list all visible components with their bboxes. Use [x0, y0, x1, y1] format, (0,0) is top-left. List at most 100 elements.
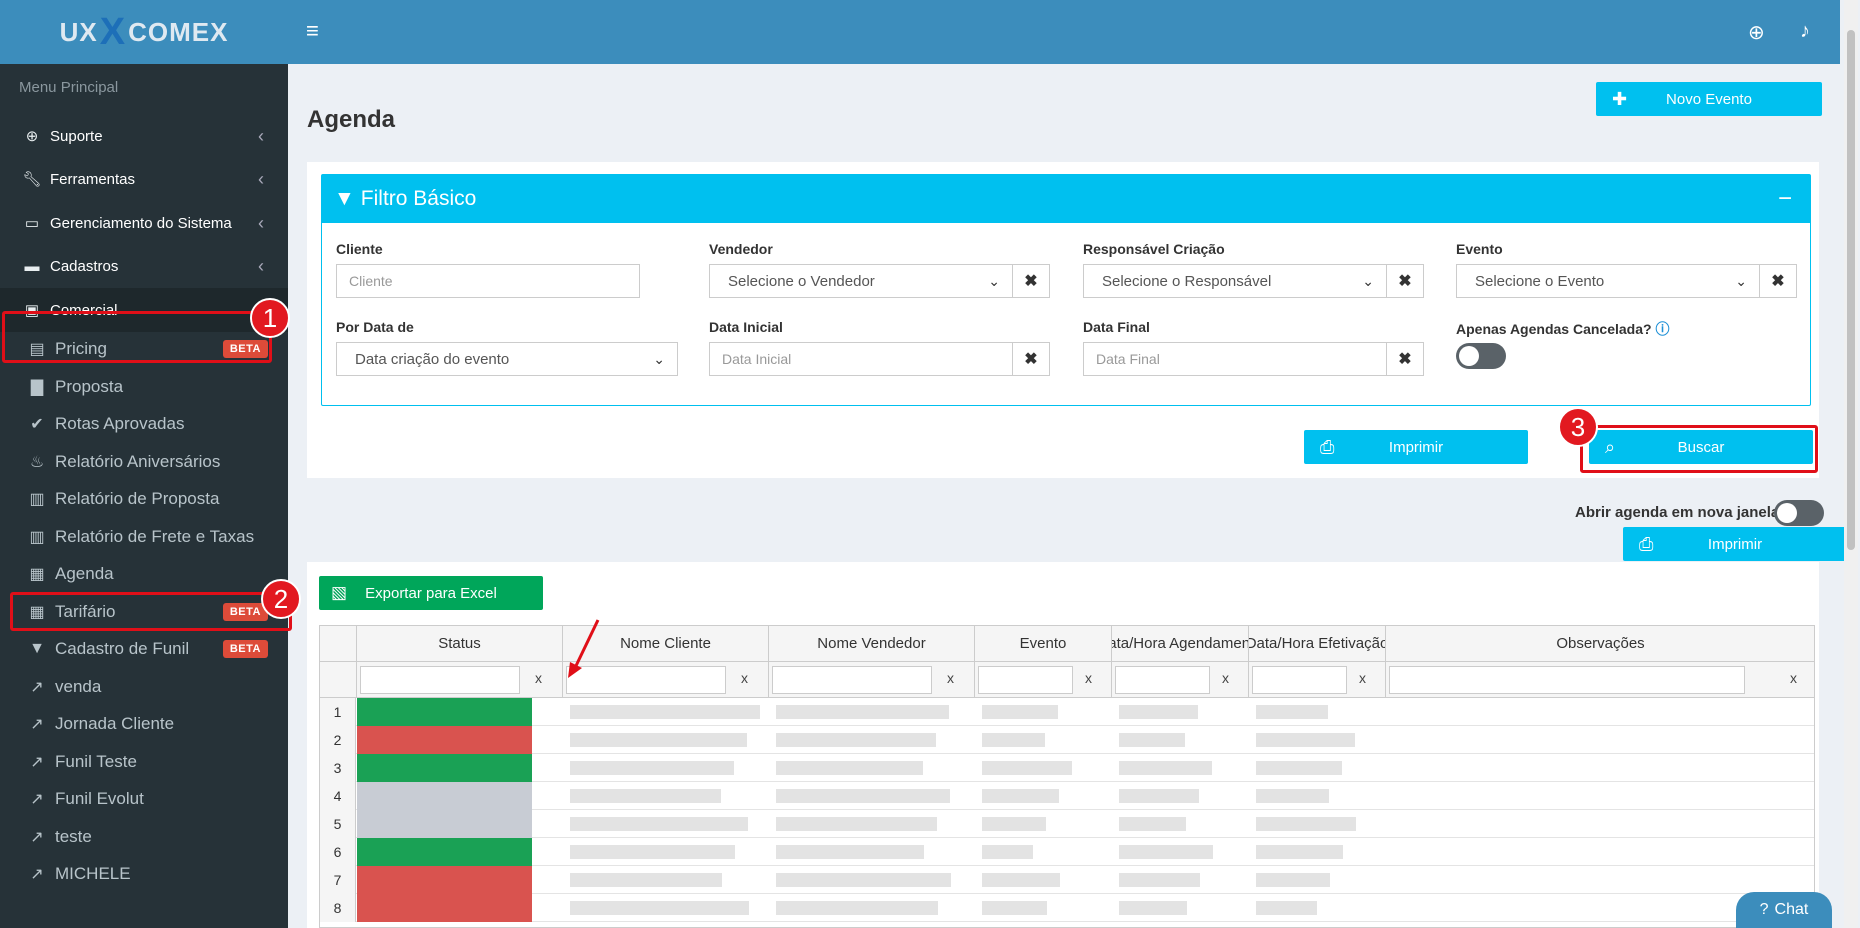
redacted-cell [1256, 845, 1343, 859]
evento-filter-input[interactable] [978, 666, 1073, 694]
print-button[interactable]: ⎙ Imprimir [1623, 527, 1847, 561]
clear-filter-button[interactable]: x [1790, 670, 1797, 686]
cliente-input[interactable]: Cliente [336, 264, 640, 298]
agendamento-filter-input[interactable] [1115, 666, 1210, 694]
data-final-clear-button[interactable]: ✖ [1386, 342, 1424, 376]
table-row[interactable]: 3 [320, 754, 1814, 782]
support-icon[interactable]: ⊕ [1748, 22, 1765, 44]
table-row[interactable]: 7 [320, 866, 1814, 894]
buscar-button[interactable]: ⌕ Buscar [1589, 430, 1813, 464]
vendedor-filter-input[interactable] [772, 666, 932, 694]
table-row[interactable]: 1 [320, 698, 1814, 726]
sidebar-item-label: Ferramentas [50, 170, 136, 188]
clear-filter-button[interactable]: x [1085, 670, 1092, 686]
status-cell[interactable] [357, 782, 532, 810]
vendedor-clear-button[interactable]: ✖ [1012, 264, 1050, 298]
beta-badge: BETA [222, 639, 268, 658]
status-filter-input[interactable] [360, 666, 520, 694]
evento-clear-button[interactable]: ✖ [1759, 264, 1797, 298]
table-row[interactable]: 2 [320, 726, 1814, 754]
row-number: 4 [320, 782, 356, 810]
line-chart-icon: ↗ [30, 790, 44, 808]
column-header-cliente[interactable]: Nome Cliente [563, 626, 769, 662]
topbar: ≡ ⊕ ♪ [288, 0, 1840, 64]
sidebar-subitem-venda[interactable]: ↗ venda [0, 668, 288, 705]
clear-filter-button[interactable]: x [535, 670, 542, 686]
sidebar-subitem-agenda[interactable]: ▦ Agenda [0, 555, 288, 592]
por-data-select[interactable]: Data criação do evento ⌄ [336, 342, 678, 376]
column-header-efetivacao[interactable]: Data/Hora Efetivação [1249, 626, 1386, 662]
efetivacao-filter-input[interactable] [1252, 666, 1347, 694]
logo[interactable]: UX X COMEX [0, 0, 288, 64]
clear-filter-button[interactable]: x [741, 670, 748, 686]
sidebar-subitem-aniversarios[interactable]: ♨ Relatório Aniversários [0, 443, 288, 480]
sidebar-subitem-label: Tarifário [55, 601, 116, 621]
column-header-agendamento[interactable]: Data/Hora Agendamento [1112, 626, 1249, 662]
column-header-observacoes[interactable]: Observações [1386, 626, 1814, 662]
clear-filter-button[interactable]: x [1359, 670, 1366, 686]
sidebar-subitem-relatorio-frete[interactable]: ▥ Relatório de Frete e Taxas [0, 518, 288, 555]
logo-x-mark: X [99, 10, 127, 53]
sidebar-subitem-proposta[interactable]: ▇ Proposta [0, 368, 288, 405]
sidebar-subitem-relatorio-proposta[interactable]: ▥ Relatório de Proposta [0, 480, 288, 517]
sidebar-subitem-pricing[interactable]: ▤ Pricing BETA [0, 330, 288, 367]
table-row[interactable]: 8 [320, 894, 1814, 922]
column-header-status[interactable]: Status [357, 626, 563, 662]
vendedor-select[interactable]: Selecione o Vendedor ⌄ [709, 264, 1013, 298]
sidebar-subitem-funil-teste[interactable]: ↗ Funil Teste [0, 743, 288, 780]
table-row[interactable]: 4 [320, 782, 1814, 810]
column-header-vendedor[interactable]: Nome Vendedor [769, 626, 975, 662]
sidebar-subitem-michele[interactable]: ↗ MICHELE [0, 855, 288, 892]
data-inicial-input[interactable]: Data Inicial [709, 342, 1013, 376]
observacoes-filter-input[interactable] [1389, 666, 1745, 694]
redacted-cell [982, 873, 1060, 887]
scrollbar-thumb[interactable] [1847, 30, 1855, 550]
status-cell[interactable] [357, 726, 532, 754]
status-cell[interactable] [357, 810, 532, 838]
status-cell[interactable] [357, 698, 532, 726]
column-header-evento[interactable]: Evento [975, 626, 1112, 662]
status-cell[interactable] [357, 866, 532, 894]
table-row[interactable]: 5 [320, 810, 1814, 838]
redacted-cell [570, 705, 760, 719]
status-cell[interactable] [357, 754, 532, 782]
sidebar-item-gerenciamento[interactable]: ▭ Gerenciamento do Sistema ‹ [0, 201, 288, 245]
imprimir-button[interactable]: ⎙ Imprimir [1304, 430, 1528, 464]
row-number: 5 [320, 810, 356, 838]
table-row[interactable]: 6 [320, 838, 1814, 866]
sidebar-item-ferramentas[interactable]: 🔧︎ Ferramentas ‹ [0, 157, 288, 201]
redacted-cell [570, 901, 749, 915]
sidebar-item-suporte[interactable]: ⊕ Suporte ‹ [0, 114, 288, 158]
evento-select[interactable]: Selecione o Evento ⌄ [1456, 264, 1760, 298]
status-cell[interactable] [357, 838, 532, 866]
responsavel-value: Selecione o Responsável [1102, 272, 1272, 290]
cliente-filter-input[interactable] [566, 666, 726, 694]
sidebar-subitem-teste[interactable]: ↗ teste [0, 818, 288, 855]
canceladas-toggle[interactable] [1456, 343, 1506, 369]
new-event-button[interactable]: ✚ Novo Evento [1596, 82, 1822, 116]
page-scrollbar[interactable] [1844, 0, 1858, 928]
sidebar-subitem-funil-evolut[interactable]: ↗ Funil Evolut [0, 780, 288, 817]
bell-icon[interactable]: ♪ [1800, 20, 1810, 42]
sidebar-subitem-cadastro-funil[interactable]: ▼ Cadastro de Funil BETA [0, 630, 288, 667]
nova-janela-toggle[interactable] [1774, 500, 1824, 526]
minimize-icon[interactable]: − [1777, 185, 1792, 212]
responsavel-select[interactable]: Selecione o Responsável ⌄ [1083, 264, 1387, 298]
clear-filter-button[interactable]: x [1222, 670, 1229, 686]
data-inicial-clear-button[interactable]: ✖ [1012, 342, 1050, 376]
sidebar-subitem-jornada[interactable]: ↗ Jornada Cliente [0, 705, 288, 742]
status-cell[interactable] [357, 894, 532, 922]
sidebar-subitem-rotas[interactable]: ✔ Rotas Aprovadas [0, 405, 288, 442]
responsavel-clear-button[interactable]: ✖ [1386, 264, 1424, 298]
export-excel-button[interactable]: ▧ Exportar para Excel [319, 576, 543, 610]
data-final-input[interactable]: Data Final [1083, 342, 1387, 376]
chat-button[interactable]: ? Chat [1736, 892, 1832, 928]
help-icon[interactable]: ⓘ [1655, 321, 1670, 337]
search-icon: ⌕ [1605, 436, 1616, 457]
sidebar-subitem-tarifario[interactable]: ▦ Tarifário BETA [0, 593, 288, 630]
clear-filter-button[interactable]: x [947, 670, 954, 686]
sidebar-item-comercial[interactable]: ▣ Comercial ⌄ [0, 288, 288, 332]
chevron-down-icon: ⌄ [653, 350, 665, 367]
hamburger-menu-icon[interactable]: ≡ [306, 18, 319, 43]
sidebar-item-cadastros[interactable]: ▬ Cadastros ‹ [0, 244, 288, 288]
